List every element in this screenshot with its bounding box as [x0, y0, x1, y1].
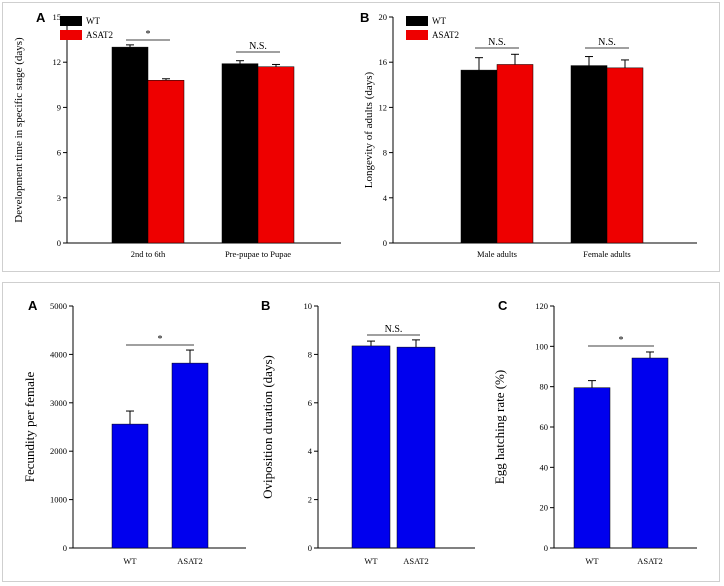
x-tick-label: ASAT2 — [177, 556, 203, 566]
bar — [396, 346, 436, 549]
bar-asat2 — [496, 64, 534, 244]
bar-asat2 — [257, 66, 295, 244]
significance-label: * — [146, 29, 151, 40]
x-tick-label: 2nd to 6th — [131, 249, 166, 259]
chart-4: C 0 20 40 60 80 100 120 Egg hatching rate (%) WT A… — [492, 298, 697, 566]
y-tick-label: 6 — [308, 398, 312, 408]
y-tick-label: 15 — [53, 12, 62, 22]
y-axis-title: Fecundity per female — [22, 372, 37, 483]
bar-wt — [570, 65, 608, 244]
bar-wt — [111, 46, 149, 244]
x-tick-label: Male adults — [477, 249, 517, 259]
y-tick-label: 4000 — [50, 349, 67, 359]
y-tick-label: 0 — [383, 238, 387, 248]
bar — [631, 357, 669, 549]
x-tick-label: WT — [364, 556, 378, 566]
y-tick-label: 6 — [57, 148, 61, 158]
y-tick-label: 100 — [535, 341, 548, 351]
y-tick-label: 1000 — [50, 495, 67, 505]
y-tick-label: 10 — [304, 301, 313, 311]
y-tick-label: 2000 — [50, 446, 67, 456]
y-tick-label: 40 — [540, 462, 549, 472]
y-tick-label: 5000 — [50, 301, 67, 311]
chart-2: A 0 1000 2000 3000 4000 5000 Fecundity per fema… — [22, 298, 246, 566]
y-tick-label: 16 — [379, 57, 388, 67]
legend-swatch-asat2 — [406, 30, 428, 40]
x-tick-label: WT — [585, 556, 599, 566]
y-tick-label: 8 — [383, 148, 387, 158]
panel-letter: C — [498, 298, 508, 313]
y-tick-label: 4 — [308, 446, 313, 456]
bar — [111, 423, 149, 549]
y-tick-label: 60 — [540, 422, 549, 432]
bar — [573, 387, 611, 549]
significance-label: N.S. — [249, 41, 267, 52]
panel-letter: A — [36, 10, 46, 25]
bar-asat2 — [606, 67, 644, 244]
y-tick-label: 80 — [540, 382, 549, 392]
y-axis-title: Development time in specific stage (days… — [13, 37, 25, 223]
y-tick-label: 4 — [383, 193, 388, 203]
y-tick-label: 9 — [57, 102, 61, 112]
y-tick-label: 12 — [379, 102, 388, 112]
y-tick-label: 3 — [57, 193, 61, 203]
y-tick-label: 0 — [308, 543, 312, 553]
chart-0: A 0 3 6 9 12 15 Development time in specific st… — [13, 10, 341, 259]
y-tick-label: 20 — [379, 12, 388, 22]
legend-swatch-wt — [406, 16, 428, 26]
x-tick-label: Pre-pupae to Pupae — [225, 249, 291, 259]
bar-asat2 — [147, 80, 185, 244]
y-axis-title: Egg hatching rate (%) — [492, 370, 507, 484]
y-tick-label: 20 — [540, 503, 549, 513]
panel-letter: B — [261, 298, 270, 313]
panel-letter: B — [360, 10, 369, 25]
x-tick-label: ASAT2 — [637, 556, 663, 566]
y-tick-label: 0 — [63, 543, 67, 553]
bar-wt — [221, 63, 259, 244]
legend-label: WT — [86, 16, 100, 26]
bar — [351, 345, 391, 549]
x-tick-label: WT — [123, 556, 137, 566]
significance-label: * — [158, 334, 163, 345]
y-tick-label: 3000 — [50, 398, 67, 408]
significance-label: N.S. — [488, 37, 506, 48]
chart-3: B 0 2 4 6 8 10 Oviposition duration (days) WT ASA… — [260, 298, 475, 566]
legend-label: ASAT2 — [86, 30, 113, 40]
legend-label: WT — [432, 16, 446, 26]
y-axis-title: Longevity of adults (days) — [363, 71, 375, 188]
y-tick-label: 0 — [544, 543, 548, 553]
y-tick-label: 120 — [535, 301, 548, 311]
y-tick-label: 12 — [53, 57, 62, 67]
legend-swatch-wt — [60, 16, 82, 26]
x-tick-label: ASAT2 — [403, 556, 429, 566]
x-tick-label: Female adults — [583, 249, 630, 259]
y-tick-label: 2 — [308, 495, 312, 505]
significance-label: N.S. — [385, 324, 403, 335]
legend-swatch-asat2 — [60, 30, 82, 40]
significance-label: * — [619, 335, 624, 346]
y-axis-title: Oviposition duration (days) — [260, 355, 275, 499]
y-tick-label: 8 — [308, 349, 312, 359]
bar — [171, 362, 209, 549]
significance-label: N.S. — [598, 37, 616, 48]
y-tick-label: 0 — [57, 238, 61, 248]
panel-letter: A — [28, 298, 38, 313]
bar-wt — [460, 69, 498, 244]
legend-label: ASAT2 — [432, 30, 459, 40]
chart-1: B 0 4 8 12 16 20 Longevity of adults (days) Male… — [360, 10, 697, 259]
